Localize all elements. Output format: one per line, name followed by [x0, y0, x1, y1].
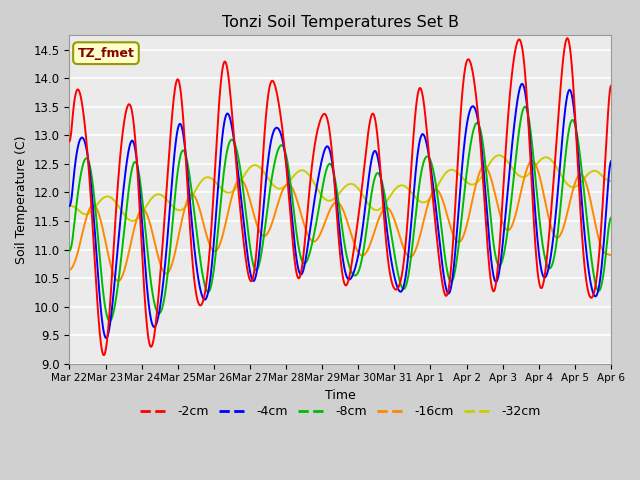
Y-axis label: Soil Temperature (C): Soil Temperature (C) [15, 135, 28, 264]
Text: TZ_fmet: TZ_fmet [77, 47, 134, 60]
Legend: -2cm, -4cm, -8cm, -16cm, -32cm: -2cm, -4cm, -8cm, -16cm, -32cm [135, 400, 546, 423]
Title: Tonzi Soil Temperatures Set B: Tonzi Soil Temperatures Set B [221, 15, 459, 30]
X-axis label: Time: Time [325, 389, 356, 402]
